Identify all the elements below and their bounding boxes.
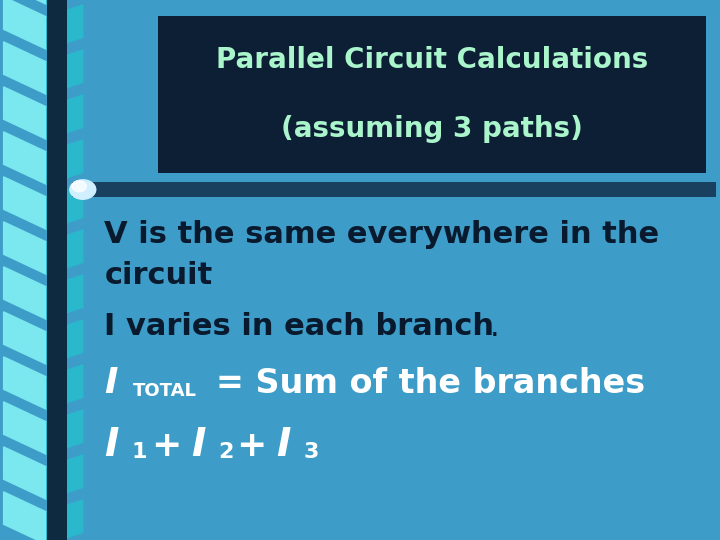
- Polygon shape: [47, 140, 83, 185]
- Polygon shape: [4, 402, 47, 455]
- Polygon shape: [47, 185, 83, 230]
- Polygon shape: [4, 132, 47, 185]
- Polygon shape: [47, 5, 83, 50]
- FancyBboxPatch shape: [72, 182, 716, 197]
- Text: 1: 1: [132, 442, 148, 462]
- Text: circuit: circuit: [104, 261, 212, 290]
- Polygon shape: [4, 312, 47, 365]
- Polygon shape: [4, 177, 47, 230]
- Polygon shape: [47, 50, 83, 94]
- Polygon shape: [47, 455, 83, 500]
- Polygon shape: [47, 275, 83, 320]
- Text: I: I: [104, 367, 118, 400]
- Polygon shape: [47, 500, 83, 540]
- Text: V is the same everywhere in the: V is the same everywhere in the: [104, 220, 660, 249]
- Text: Parallel Circuit Calculations: Parallel Circuit Calculations: [216, 46, 648, 74]
- Text: I varies in each branch: I varies in each branch: [104, 312, 495, 341]
- Text: 2: 2: [218, 442, 233, 462]
- Polygon shape: [47, 410, 83, 455]
- Text: I: I: [276, 427, 290, 464]
- Polygon shape: [4, 492, 47, 540]
- Text: +: +: [151, 429, 181, 462]
- Text: (assuming 3 paths): (assuming 3 paths): [281, 115, 583, 143]
- Polygon shape: [4, 42, 47, 94]
- Circle shape: [72, 181, 86, 192]
- Polygon shape: [4, 0, 47, 50]
- FancyBboxPatch shape: [47, 0, 67, 540]
- Polygon shape: [4, 0, 47, 4]
- Text: TOTAL: TOTAL: [133, 382, 197, 401]
- Polygon shape: [47, 0, 83, 4]
- Polygon shape: [4, 447, 47, 500]
- Text: I: I: [104, 427, 119, 464]
- Polygon shape: [4, 267, 47, 320]
- Text: +: +: [236, 429, 266, 462]
- Polygon shape: [4, 87, 47, 139]
- Text: .: .: [490, 313, 499, 342]
- Polygon shape: [47, 95, 83, 139]
- Polygon shape: [47, 230, 83, 274]
- Polygon shape: [4, 222, 47, 274]
- Text: = Sum of the branches: = Sum of the branches: [216, 367, 645, 400]
- Polygon shape: [47, 365, 83, 409]
- Polygon shape: [4, 357, 47, 409]
- Polygon shape: [47, 320, 83, 365]
- Text: 3: 3: [303, 442, 318, 462]
- Text: I: I: [191, 427, 205, 464]
- Circle shape: [70, 180, 96, 199]
- FancyBboxPatch shape: [158, 16, 706, 173]
